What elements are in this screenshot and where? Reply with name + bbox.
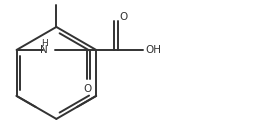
- Text: N: N: [40, 45, 48, 55]
- Text: OH: OH: [145, 45, 161, 55]
- Text: O: O: [83, 84, 91, 94]
- Text: O: O: [119, 12, 128, 22]
- Text: H: H: [41, 39, 48, 48]
